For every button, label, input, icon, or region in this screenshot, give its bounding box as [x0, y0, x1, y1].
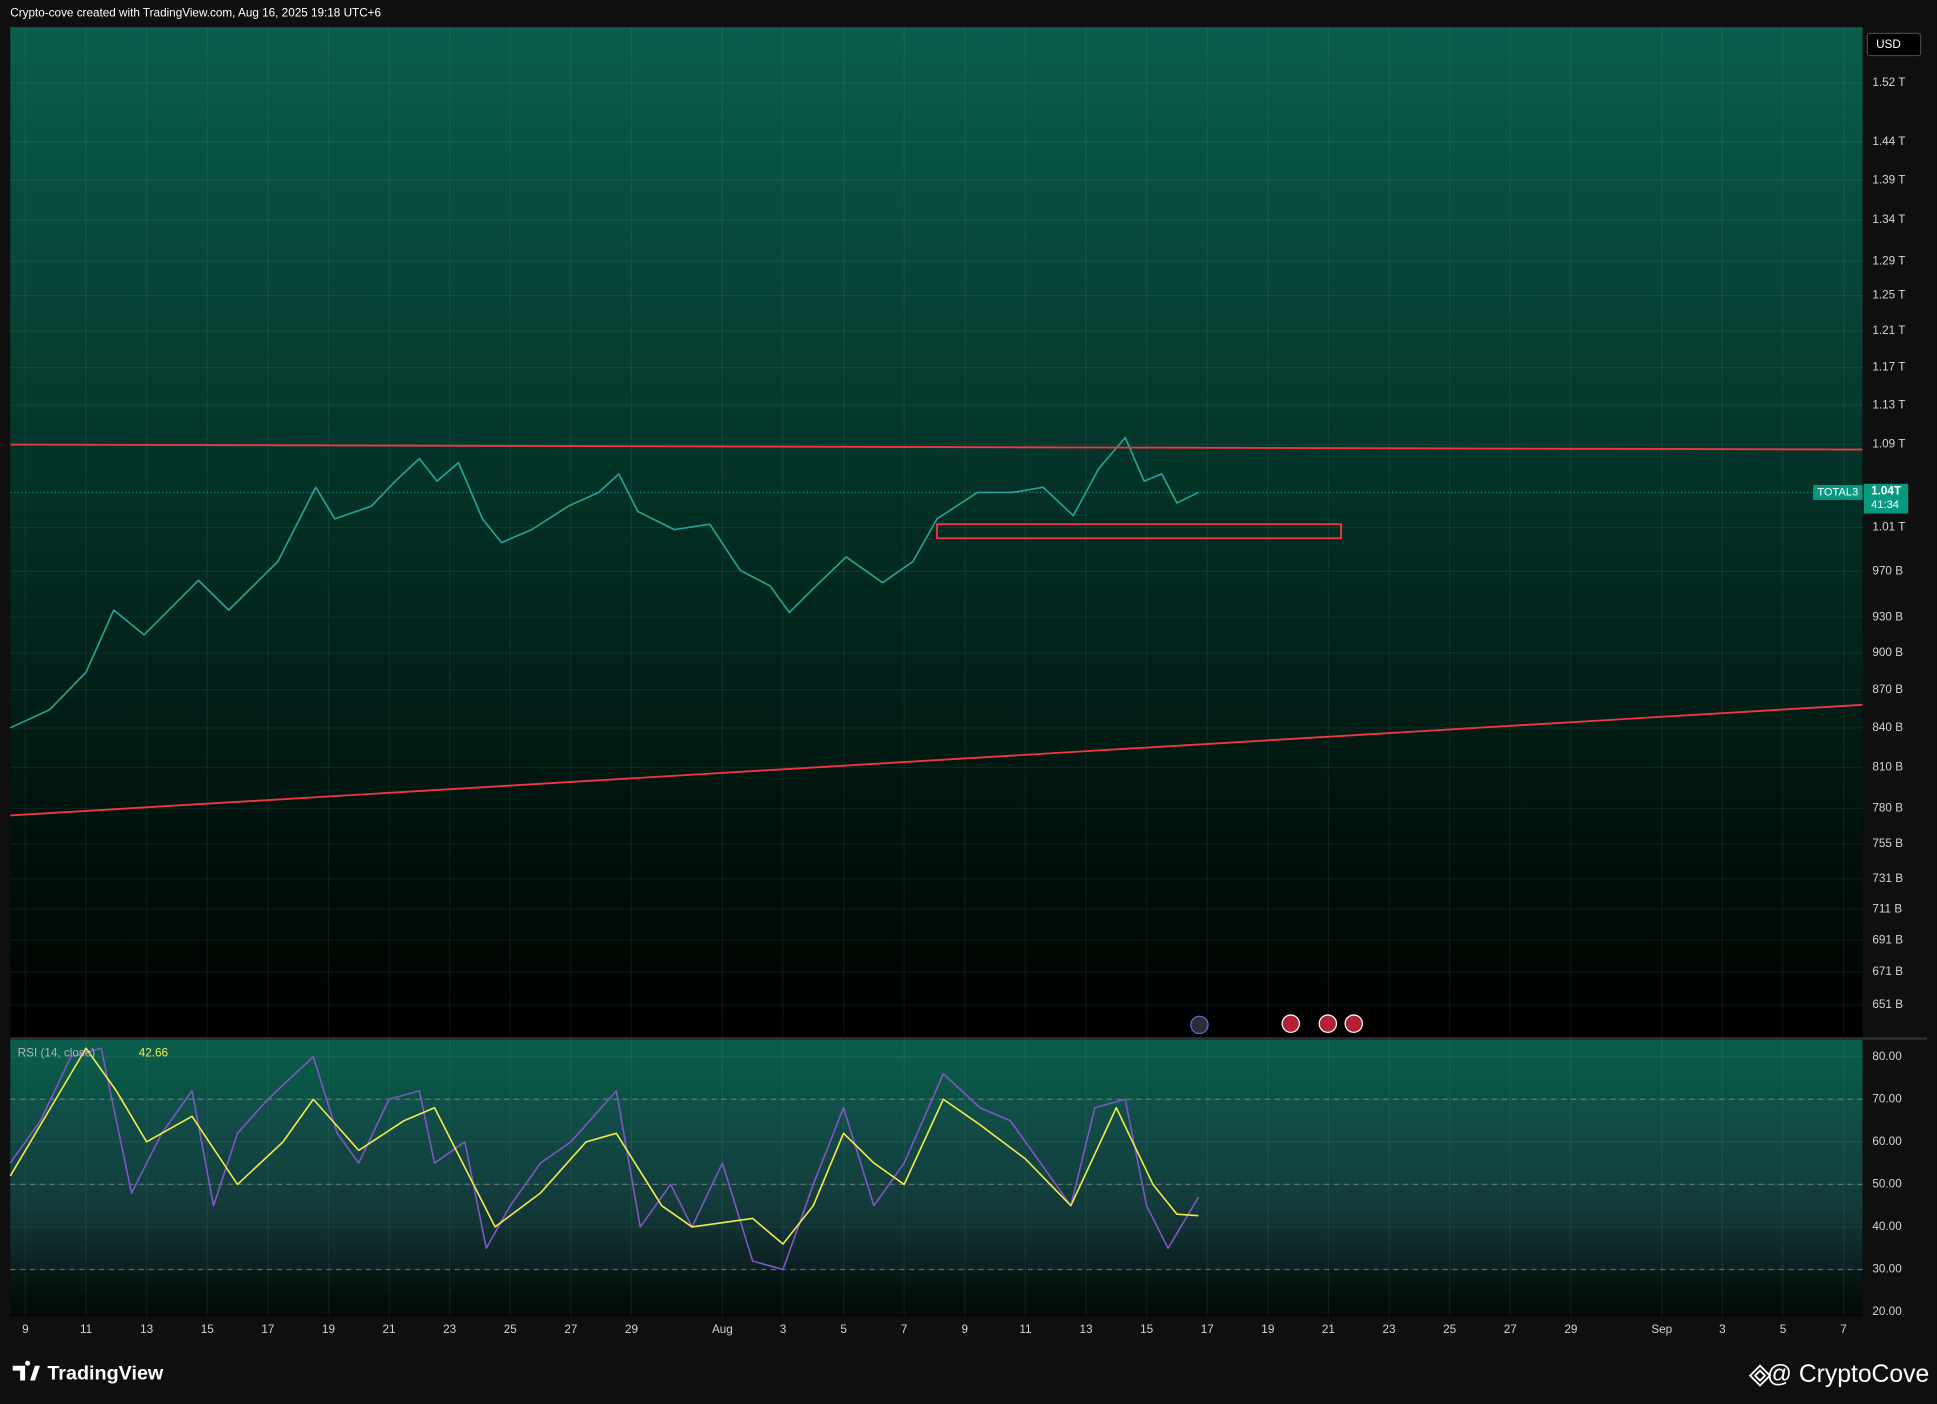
x-tick-label: 19 — [1261, 1323, 1274, 1336]
y-tick-label: 755 B — [1872, 837, 1903, 850]
event-icons — [1190, 1014, 1364, 1035]
band-fill — [10, 1099, 1863, 1270]
symbol-label: TOTAL3 — [1817, 486, 1858, 498]
x-tick-label: 3 — [1719, 1323, 1726, 1336]
x-tick-label: 27 — [564, 1323, 577, 1336]
x-tick-label: 11 — [80, 1323, 92, 1336]
trend-line — [10, 443, 1863, 451]
y-tick-label: 40.00 — [1872, 1220, 1902, 1233]
y-tick-label: 731 B — [1872, 872, 1903, 885]
chart-layer: 1.52 T 1.44 T 1.39 T 1.34 T 1.29 T 1.25 T 1.21… — [9, 27, 1909, 1336]
x-tick-label: 19 — [322, 1323, 335, 1336]
x-tick-label: 13 — [1079, 1323, 1092, 1336]
x-tick-label: Aug — [712, 1323, 733, 1336]
y-tick-label: 1.52 T — [1872, 76, 1905, 89]
watermark: @ CryptoCove — [1767, 1361, 1929, 1388]
time-axis — [10, 1316, 1863, 1343]
y-tick-label: 691 B — [1872, 933, 1903, 946]
rsi-pane — [10, 1039, 1863, 1317]
y-tick-label: 20.00 — [1872, 1305, 1902, 1318]
logo-text: TradingView — [47, 1363, 164, 1385]
series-line — [9, 1047, 1199, 1245]
y-tick-label: 1.21 T — [1872, 324, 1905, 337]
watermark-icon — [1748, 1364, 1772, 1387]
x-tick-label: 9 — [962, 1323, 969, 1336]
event-icon[interactable] — [1281, 1014, 1301, 1033]
footer-logo: TradingView — [12, 1360, 164, 1385]
series-line — [9, 1047, 1200, 1271]
y-tick-label: 1.25 T — [1872, 289, 1905, 302]
y-tick-label: 711 B — [1872, 902, 1902, 915]
x-tick-label: 3 — [780, 1323, 787, 1336]
y-tick-label: 970 B — [1872, 564, 1903, 577]
x-tick-label: 25 — [504, 1323, 518, 1336]
y-tick-label: 1.01 T — [1872, 521, 1905, 534]
trend-line — [10, 703, 1863, 817]
y-tick-label: 1.13 T — [1872, 398, 1905, 411]
y-tick-label: 80.00 — [1872, 1050, 1902, 1063]
y-tick-label: 651 B — [1872, 998, 1903, 1011]
x-tick-label: 15 — [201, 1323, 215, 1336]
x-tick-label: 13 — [140, 1323, 153, 1336]
attribution: Crypto-cove created with TradingView.com… — [10, 7, 381, 20]
y-tick-label: 1.17 T — [1872, 361, 1905, 374]
y-tick-label: 840 B — [1872, 721, 1903, 734]
price-axis — [1862, 27, 1927, 1317]
y-tick-label: 900 B — [1872, 646, 1903, 659]
y-tick-label: 70.00 — [1872, 1092, 1902, 1105]
y-tick-label: 1.44 T — [1872, 135, 1905, 148]
countdown: 41:34 — [1871, 499, 1899, 511]
logo-icon — [12, 1360, 40, 1381]
price-label: 1.04T — [1871, 484, 1902, 497]
x-tick-label: 21 — [1322, 1323, 1335, 1336]
x-tick-label: 5 — [840, 1323, 847, 1336]
y-tick-label: 30.00 — [1872, 1263, 1902, 1276]
event-icon[interactable] — [1190, 1015, 1209, 1035]
y-tick-label: 60.00 — [1872, 1135, 1902, 1148]
event-icon[interactable] — [1344, 1014, 1364, 1033]
x-tick-label: 23 — [1383, 1323, 1396, 1336]
indicator-value: 42.66 — [139, 1046, 168, 1059]
x-tick-label: 17 — [1201, 1323, 1214, 1336]
currency-button[interactable] — [1866, 32, 1922, 57]
y-tick-label: 50.00 — [1872, 1178, 1902, 1191]
symbol-badge — [1813, 485, 1863, 500]
x-tick-label: 23 — [443, 1323, 456, 1336]
x-tick-label: 5 — [1780, 1323, 1787, 1336]
y-tick-label: 1.09 T — [1872, 438, 1905, 451]
currency[interactable]: USD — [1876, 38, 1901, 51]
x-tick-label: 29 — [1564, 1323, 1577, 1336]
x-tick-label: Sep — [1651, 1323, 1672, 1336]
x-tick-label: 11 — [1019, 1323, 1031, 1336]
x-tick-label: 29 — [625, 1323, 638, 1336]
event-icon[interactable] — [1318, 1014, 1338, 1033]
x-tick-label: 27 — [1504, 1323, 1517, 1336]
y-tick-label: 780 B — [1872, 802, 1903, 815]
x-tick-label: 25 — [1443, 1323, 1457, 1336]
y-tick-label: 1.29 T — [1872, 254, 1905, 267]
x-tick-label: 7 — [1840, 1323, 1847, 1336]
y-tick-label: 1.34 T — [1872, 213, 1905, 226]
y-tick-label: 671 B — [1872, 965, 1903, 978]
y-tick-label: 1.39 T — [1872, 173, 1905, 186]
x-tick-label: 7 — [901, 1323, 908, 1336]
price-badge — [1863, 483, 1909, 514]
y-tick-label: 810 B — [1872, 761, 1903, 774]
x-tick-label: 15 — [1140, 1323, 1154, 1336]
zone — [936, 523, 1342, 540]
indicator-title: RSI (14, close) — [18, 1046, 96, 1059]
y-tick-label: 930 B — [1872, 610, 1903, 623]
x-tick-label: 9 — [22, 1323, 29, 1336]
x-tick-label: 17 — [261, 1323, 274, 1336]
y-tick-label: 870 B — [1872, 683, 1903, 696]
x-tick-label: 21 — [383, 1323, 396, 1336]
